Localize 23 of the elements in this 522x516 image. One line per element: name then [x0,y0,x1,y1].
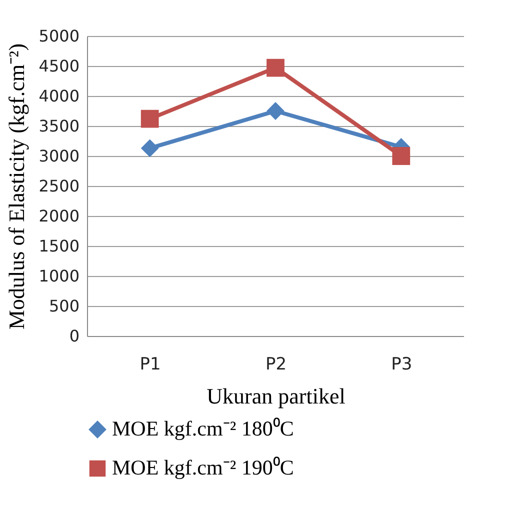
x-tick-label: P3 [391,354,412,374]
x-tick-label: P2 [265,354,287,374]
point [140,110,159,128]
y-tick-label: 4000 [38,86,80,106]
legend-label: MOE kgf.cm⁻² 180⁰C [112,416,294,440]
y-tick-label: 500 [48,296,80,316]
y-tick-label: 4500 [38,56,80,76]
x-axis-title: Ukuran partikel [206,384,346,408]
y-tick-label: 1500 [38,236,80,256]
point [140,139,159,158]
point [266,102,284,120]
y-tick-label: 0 [69,326,80,346]
y-tick-label: 1000 [38,266,80,286]
y-tick-label: 2500 [38,176,80,196]
x-tick-label: P1 [140,354,161,374]
y-tick-label: 5000 [38,26,80,46]
legend-label: MOE kgf.cm⁻² 190⁰C [112,456,294,480]
y-tick-label: 3500 [38,116,80,136]
point [266,58,284,77]
y-tick-label: 3000 [38,146,80,166]
point [392,147,410,165]
y-axis-title: Modulus of Elasticity (kgf.cm⁻²) [4,43,29,330]
y-tick-label: 2000 [38,206,80,226]
